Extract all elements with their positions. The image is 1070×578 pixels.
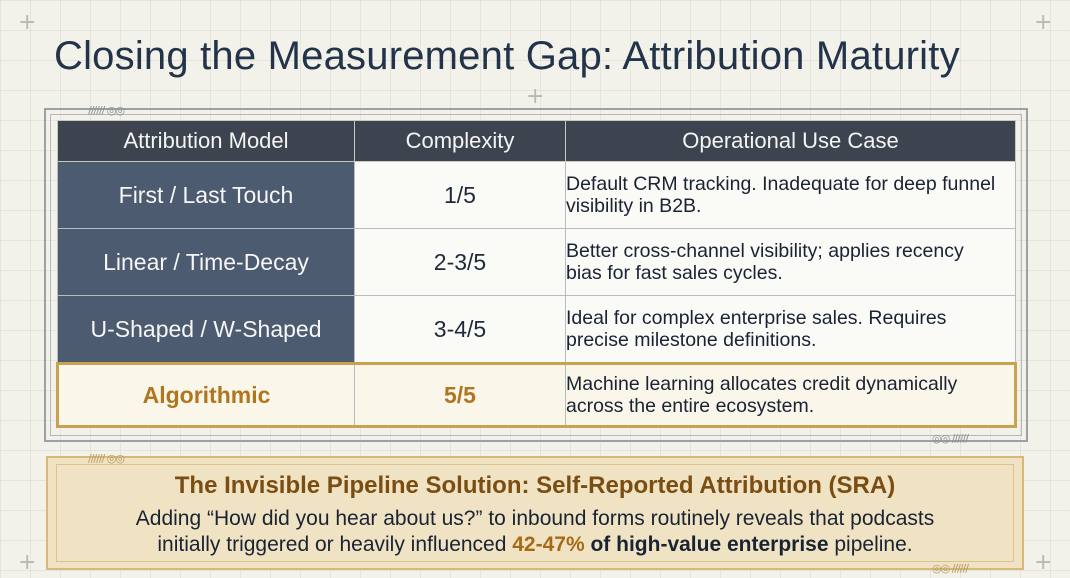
complexity-cell: 2-3/5 (354, 228, 566, 296)
ornament-icon: ////// ◎◎ (88, 104, 125, 117)
sra-callout-inner-border (56, 464, 1014, 562)
crosshair-icon: + (18, 10, 37, 35)
crosshair-icon: + (18, 550, 37, 575)
use-case-cell: Ideal for complex enterprise sales. Requ… (565, 295, 1016, 364)
complexity-cell: 5/5 (354, 362, 566, 428)
use-case-line: Better cross-channel visibility; applies… (566, 240, 964, 262)
callout-text: Adding “How did you hear about us?” to i… (0, 506, 1070, 558)
model-cell: First / Last Touch (57, 161, 355, 229)
table-frame-outer (44, 108, 1028, 442)
use-case-line: Machine learning allocates credit dynami… (566, 373, 958, 395)
header-attribution-model: Attribution Model (57, 120, 355, 162)
use-case-line: precise milestone definitions. (566, 329, 817, 351)
table-row: Linear / Time-Decay 2-3/5 Better cross-c… (57, 228, 1016, 296)
crosshair-icon: + (1034, 10, 1053, 35)
callout-line-2-post: pipeline. (828, 533, 913, 556)
use-case-cell: Machine learning allocates credit dynami… (565, 362, 1017, 428)
crosshair-icon: + (1034, 550, 1053, 575)
callout-line-1: Adding “How did you hear about us?” to i… (135, 507, 935, 530)
use-case-line: Default CRM tracking. Inadequate for dee… (566, 173, 996, 195)
model-cell: U-Shaped / W-Shaped (57, 295, 355, 364)
use-case-cell: Default CRM tracking. Inadequate for dee… (565, 161, 1016, 229)
use-case-cell: Better cross-channel visibility; applies… (565, 228, 1016, 296)
model-cell: Algorithmic (56, 362, 355, 428)
use-case-line: visibility in B2B. (566, 195, 702, 217)
use-case-line: bias for fast sales cycles. (566, 262, 783, 284)
use-case-line: across the entire ecosystem. (566, 395, 815, 417)
complexity-cell: 3-4/5 (354, 295, 566, 364)
callout-strong-text: of high-value enterprise (584, 533, 829, 556)
callout-title: The Invisible Pipeline Solution: Self-Re… (174, 472, 896, 499)
ornament-icon: ◎◎ ////// (932, 432, 969, 445)
header-complexity: Complexity (354, 120, 566, 162)
callout-line-2-pre: initially triggered or heavily influence… (157, 533, 513, 556)
ornament-icon: ////// ◎◎ (88, 452, 125, 465)
sra-callout-box (46, 456, 1024, 570)
crosshair-icon: + (526, 84, 545, 109)
table-header-row: Attribution Model Complexity Operational… (57, 120, 1016, 162)
table-row: U-Shaped / W-Shaped 3-4/5 Ideal for comp… (57, 295, 1016, 364)
complexity-cell: 1/5 (354, 161, 566, 229)
model-cell: Linear / Time-Decay (57, 228, 355, 296)
use-case-line: Ideal for complex enterprise sales. Requ… (566, 307, 947, 329)
header-use-case: Operational Use Case (565, 120, 1016, 162)
attribution-table: Attribution Model Complexity Operational… (56, 120, 1017, 428)
table-frame-inner (50, 114, 1022, 436)
callout-percentage: 42-47% (512, 533, 585, 556)
ornament-icon: ◎◎ ////// (932, 562, 969, 575)
table-row: First / Last Touch 1/5 Default CRM track… (57, 161, 1016, 229)
page-title: Closing the Measurement Gap: Attribution… (54, 34, 960, 78)
table-row-highlighted: Algorithmic 5/5 Machine learning allocat… (56, 362, 1017, 428)
